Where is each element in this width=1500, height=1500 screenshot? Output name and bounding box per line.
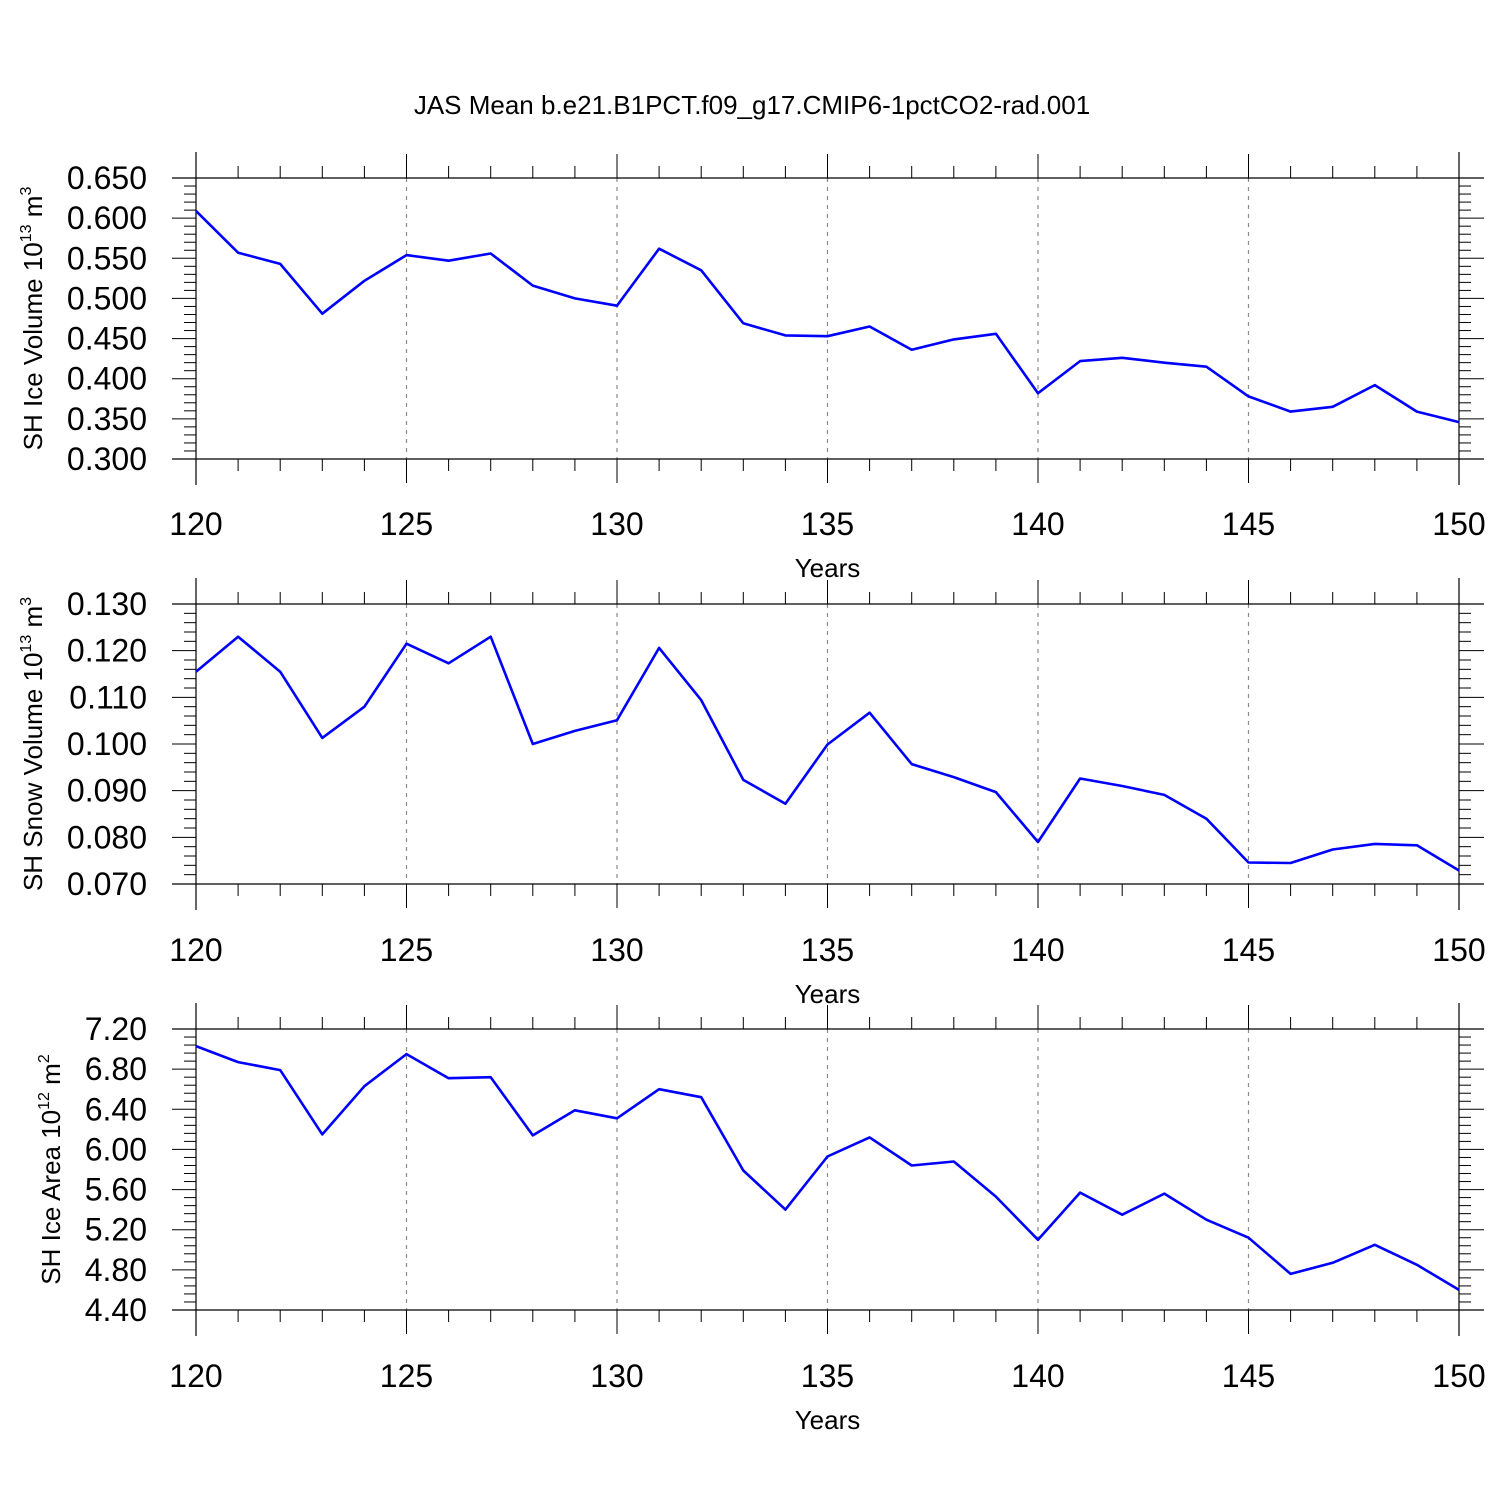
x-tick-label: 130 — [590, 506, 643, 542]
x-tick-label: 125 — [380, 506, 433, 542]
x-tick-label: 145 — [1222, 506, 1275, 542]
y-axis-label: SH Ice Volume 1013 m3 — [18, 187, 48, 451]
y-tick-label: 6.40 — [85, 1091, 147, 1127]
x-tick-label: 130 — [590, 932, 643, 968]
y-axis-label: SH Snow Volume 1013 m3 — [18, 597, 48, 891]
y-axis-label: SH Ice Area 1012 m2 — [36, 1054, 66, 1285]
y-tick-label: 0.120 — [67, 633, 147, 669]
y-tick-label: 7.20 — [85, 1011, 147, 1047]
y-tick-label: 0.500 — [67, 280, 147, 316]
y-tick-label: 5.60 — [85, 1172, 147, 1208]
y-tick-label: 0.110 — [69, 679, 147, 715]
figure-title: JAS Mean b.e21.B1PCT.f09_g17.CMIP6-1pctC… — [414, 90, 1090, 120]
y-tick-label: 0.130 — [67, 586, 147, 622]
y-tick-label: 6.80 — [85, 1051, 147, 1087]
y-tick-label: 5.20 — [85, 1212, 147, 1248]
y-tick-label: 0.100 — [67, 726, 147, 762]
x-tick-label: 140 — [1011, 1358, 1064, 1394]
y-tick-label: 0.600 — [67, 200, 147, 236]
x-axis-label: Years — [795, 553, 861, 583]
y-tick-label: 0.400 — [67, 361, 147, 397]
panel-ice-area: 4.40 4.80 5.20 5.60 6.00 6.40 6.80 7.20 120 125 13… — [36, 1003, 1486, 1435]
x-axis-label: Years — [795, 979, 861, 1009]
y-tick-label: 4.80 — [85, 1252, 147, 1288]
x-tick-label: 125 — [380, 1358, 433, 1394]
y-tick-label: 6.00 — [85, 1131, 147, 1167]
x-tick-label: 150 — [1432, 506, 1485, 542]
panel-snow-volume: 0.070 0.080 0.090 0.100 0.110 0.120 0.130 120 12… — [18, 578, 1486, 1009]
x-tick-label: 135 — [801, 506, 854, 542]
y-tick-label: 0.550 — [67, 240, 147, 276]
x-axis-label: Years — [795, 1405, 861, 1435]
x-tick-label: 140 — [1011, 506, 1064, 542]
series-line — [195, 635, 1460, 872]
y-tick-label: 0.350 — [67, 401, 147, 437]
x-tick-label: 150 — [1432, 932, 1485, 968]
series-line — [195, 1044, 1460, 1292]
x-tick-label: 120 — [169, 506, 222, 542]
x-tick-label: 120 — [169, 1358, 222, 1394]
x-tick-label: 145 — [1222, 1358, 1275, 1394]
series-line — [195, 209, 1460, 424]
x-tick-label: 120 — [169, 932, 222, 968]
y-tick-label: 0.070 — [67, 866, 147, 902]
y-tick-label: 0.650 — [67, 160, 147, 196]
x-tick-label: 135 — [801, 932, 854, 968]
x-tick-label: 135 — [801, 1358, 854, 1394]
y-tick-label: 4.40 — [85, 1292, 147, 1328]
y-tick-label: 0.300 — [67, 441, 147, 477]
panel-ice-volume: 0.300 0.350 0.400 0.450 0.500 0.550 0.600 0.650… — [18, 152, 1486, 583]
x-tick-label: 140 — [1011, 932, 1064, 968]
x-tick-label: 130 — [590, 1358, 643, 1394]
x-tick-label: 125 — [380, 932, 433, 968]
y-tick-label: 0.080 — [67, 819, 147, 855]
y-tick-label: 0.450 — [67, 321, 147, 357]
x-tick-label: 150 — [1432, 1358, 1485, 1394]
y-tick-label: 0.090 — [67, 773, 147, 809]
x-tick-label: 145 — [1222, 932, 1275, 968]
